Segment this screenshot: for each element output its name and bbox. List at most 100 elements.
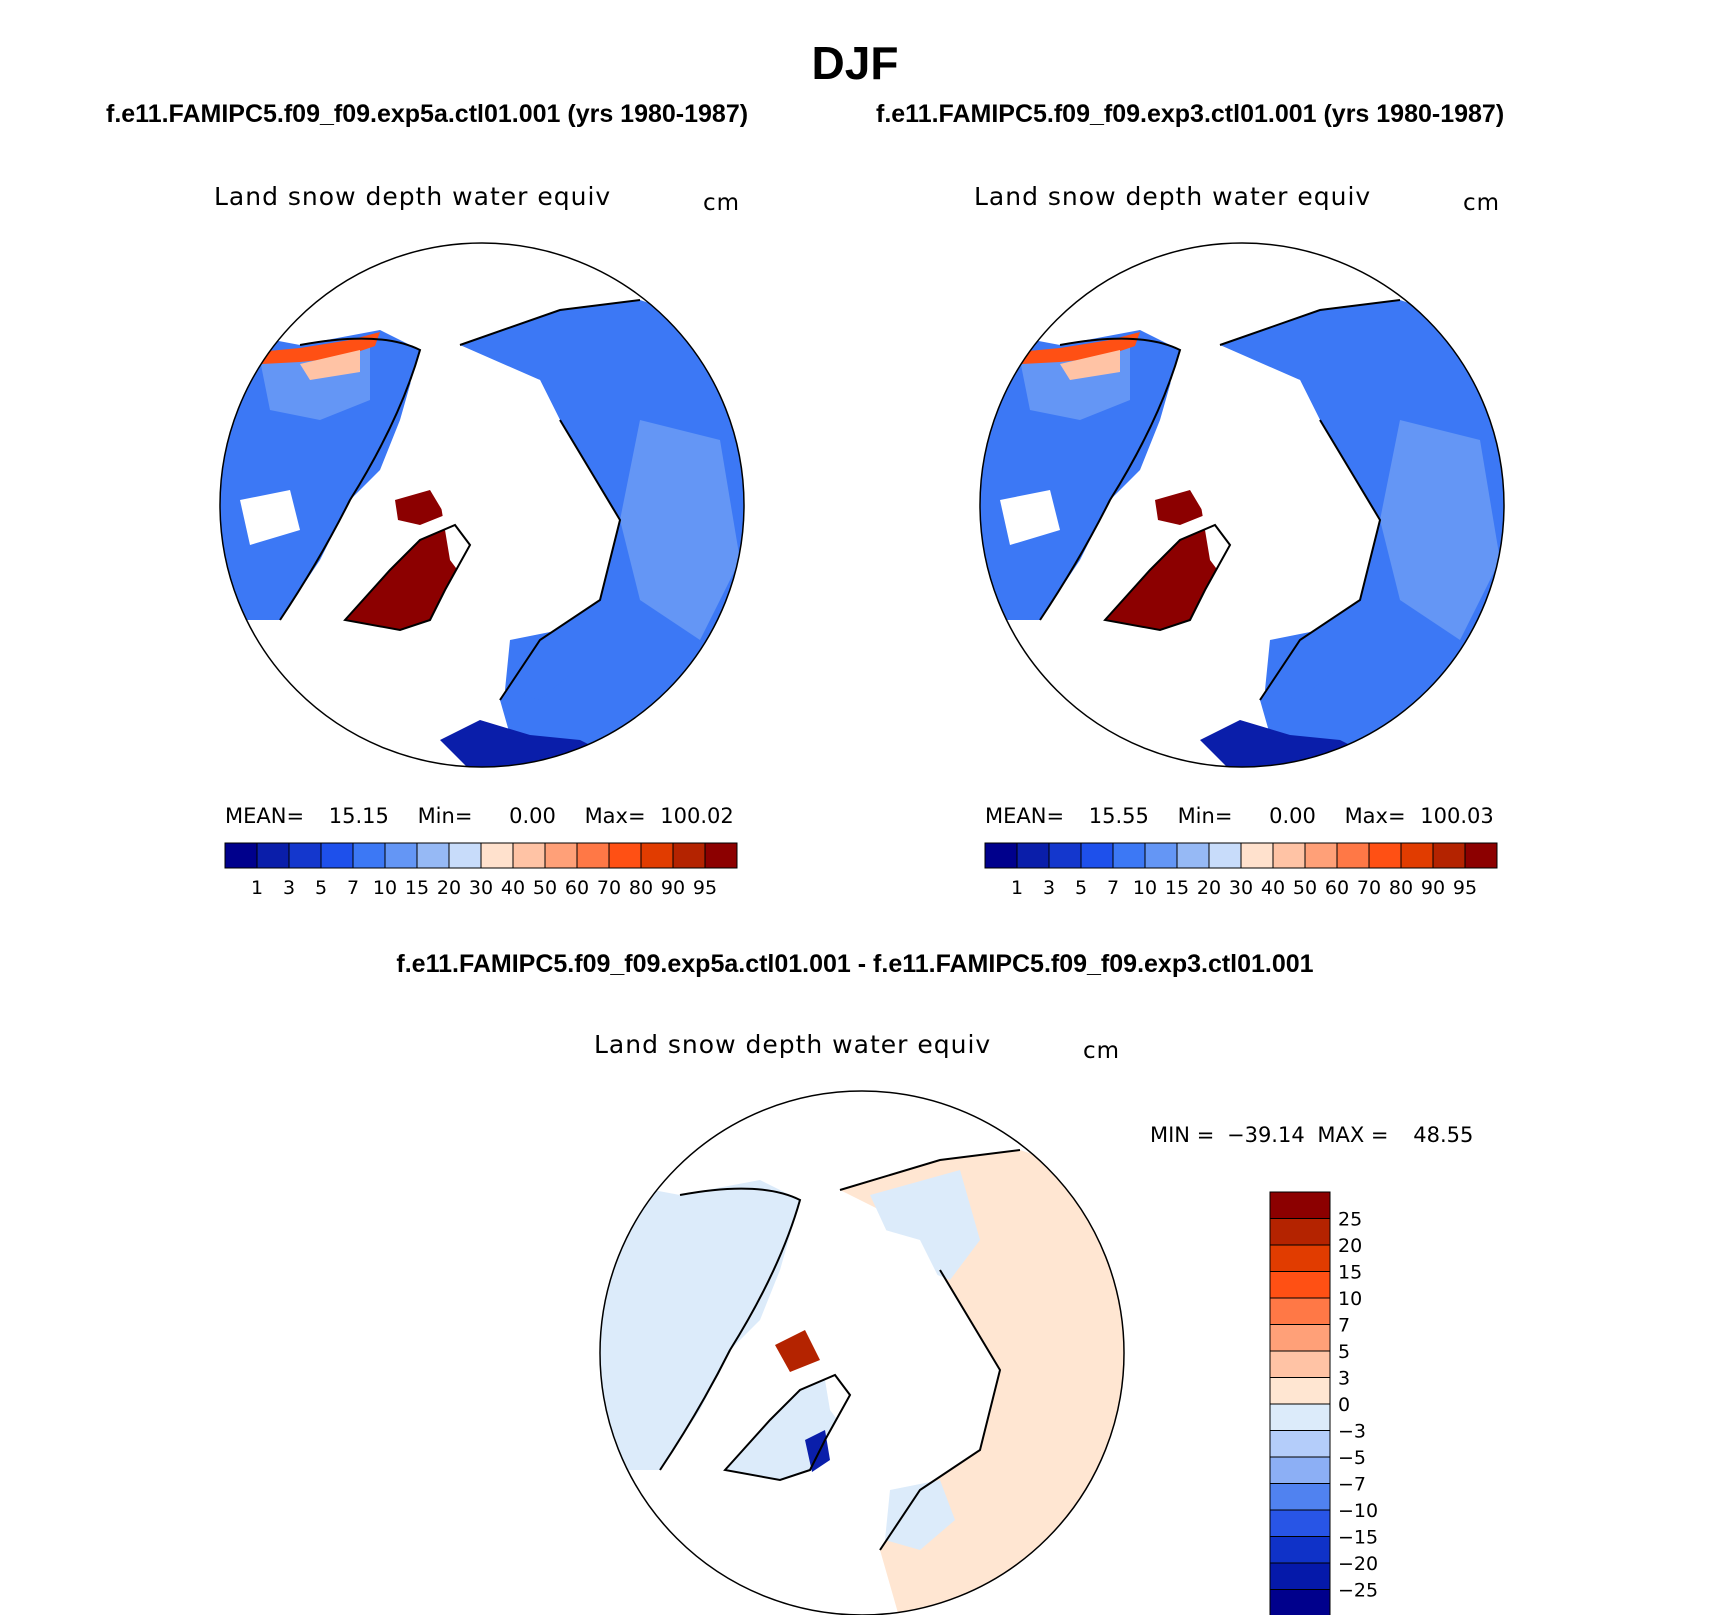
colorbar-swatch	[256, 842, 290, 869]
left-case-title: f.e11.FAMIPC5.f09_f09.exp5a.ctl01.001 (y…	[106, 100, 749, 128]
siberia-light-field	[1380, 420, 1500, 640]
colorbar-swatch	[984, 842, 1018, 869]
colorbar-tick-label: 30	[469, 877, 493, 899]
colorbar-swatch	[1269, 1589, 1331, 1615]
colorbar-swatch	[704, 842, 738, 869]
colorbar-tick-label: 7	[1338, 1315, 1350, 1337]
colorbar-tick-label: 40	[1261, 877, 1285, 899]
colorbar-tick-label: 60	[1325, 877, 1349, 899]
max-label: Max=	[1344, 804, 1406, 828]
colorbar-tick-label: 50	[533, 877, 557, 899]
arctic-ocean	[790, 1220, 950, 1450]
colorbar-tick-label: 5	[1075, 877, 1087, 899]
right-panel-units: cm	[1463, 190, 1501, 216]
colorbar-swatch	[352, 842, 386, 869]
coastline-north-america	[659, 1187, 802, 1471]
colorbar-tick-label: 60	[565, 877, 589, 899]
colorbar-swatch	[1269, 1509, 1331, 1537]
right-colorbar: 1 3 5 7 10 15 20 30 40 50 60 70 80 90 95	[984, 842, 1498, 899]
season-title: DJF	[811, 37, 899, 89]
colorbar-tick-label: 10	[373, 877, 397, 899]
colorbar-swatch	[640, 842, 674, 869]
right-polar-map	[979, 242, 1505, 768]
left-colorbar: 1 3 5 7 10 15 20 30 40 50 60 70 80 90 95	[224, 842, 738, 899]
diff-panel-units: cm	[1083, 1038, 1121, 1064]
left-panel-stats: MEAN= 15.15 Min= 0.00 Max= 100.02	[225, 804, 734, 828]
colorbar-swatch	[1269, 1377, 1331, 1405]
diff-map-fields	[600, 1091, 1124, 1615]
coastline-eurasia	[1219, 299, 1401, 701]
colorbar-tick-label: 10	[1133, 877, 1157, 899]
tibet-high-snow-band	[1018, 332, 1140, 364]
colorbar-swatch	[544, 842, 578, 869]
colorbar-tick-label: 70	[597, 877, 621, 899]
coastline-greenland	[343, 523, 472, 632]
min-label: Min=	[417, 804, 473, 828]
colorbar-swatch	[1269, 1191, 1331, 1219]
colorbar-tick-label: 3	[1043, 877, 1055, 899]
colorbar-swatch	[1176, 842, 1210, 869]
coastline-north-america	[279, 337, 422, 621]
colorbar-swatch	[1208, 842, 1242, 869]
colorbar-swatch	[1269, 1324, 1331, 1352]
colorbar-tick-label: −20	[1338, 1553, 1378, 1575]
colorbar-swatch	[1269, 1218, 1331, 1246]
colorbar-swatch	[672, 842, 706, 869]
colorbar-swatch	[1269, 1350, 1331, 1378]
colorbar-swatch	[1432, 842, 1466, 869]
colorbar-tick-label: 90	[1421, 877, 1445, 899]
colorbar-tick-label: −10	[1338, 1500, 1378, 1522]
colorbar-tick-label: 95	[1453, 877, 1477, 899]
colorbar-swatch	[1272, 842, 1306, 869]
colorbar-swatch	[1269, 1244, 1331, 1272]
colorbar-swatch	[1269, 1271, 1331, 1299]
left-panel-units: cm	[703, 190, 741, 216]
min-label: Min=	[1177, 804, 1233, 828]
colorbar-tick-label: 1	[251, 877, 263, 899]
colorbar-swatch	[1269, 1536, 1331, 1564]
coastline-greenland	[1103, 523, 1232, 632]
colorbar-tick-label: 15	[1338, 1262, 1362, 1284]
mean-label: MEAN=	[225, 804, 305, 828]
colorbar-swatch	[1240, 842, 1274, 869]
colorbar-tick-label: −3	[1338, 1421, 1366, 1443]
hudson-bay	[240, 490, 300, 545]
tibet-mid-snow-band	[300, 350, 360, 380]
left-map-boundary	[219, 242, 745, 768]
colorbar-swatch	[448, 842, 482, 869]
mean-label: MEAN=	[985, 804, 1065, 828]
scandinavia-snow	[1265, 630, 1335, 700]
greenland-diff	[725, 1375, 850, 1480]
colorbar-tick-label: 1	[1011, 877, 1023, 899]
tibet-mid-snow-band	[1060, 350, 1120, 380]
diff-case-title: f.e11.FAMIPC5.f09_f09.exp5a.ctl01.001 - …	[396, 950, 1314, 978]
colorbar-swatch	[1112, 842, 1146, 869]
colorbar-tick-label: 30	[1229, 877, 1253, 899]
colorbar-tick-label: 20	[1197, 877, 1221, 899]
coastline-north-america	[1039, 337, 1182, 621]
colorbar-swatch	[224, 842, 258, 869]
left-panel-variable: Land snow depth water equiv	[214, 182, 612, 211]
greenland-ice-sheet	[345, 525, 470, 630]
min-value: 0.00	[1269, 804, 1316, 828]
left-map-fields	[220, 243, 744, 767]
colorbar-swatch	[1400, 842, 1434, 869]
colorbar-tick-label: 0	[1338, 1394, 1350, 1416]
colorbar-swatch	[576, 842, 610, 869]
min-value: 0.00	[509, 804, 556, 828]
colorbar-tick-label: 50	[1293, 877, 1317, 899]
right-map-boundary	[979, 242, 1505, 768]
archipelago-positive-diff	[775, 1330, 820, 1372]
coastline-eurasia	[459, 299, 641, 701]
colorbar-tick-label: 80	[1389, 877, 1413, 899]
colorbar-tick-label: 70	[1357, 877, 1381, 899]
hudson-bay	[1000, 490, 1060, 545]
coastline-eurasia	[839, 1149, 1021, 1551]
colorbar-swatch	[1304, 842, 1338, 869]
colorbar-tick-label: 25	[1338, 1209, 1362, 1231]
colorbar-tick-label: 90	[661, 877, 685, 899]
colorbar-swatch	[1368, 842, 1402, 869]
mean-value: 15.55	[1088, 804, 1149, 828]
colorbar-swatch	[1269, 1456, 1331, 1484]
